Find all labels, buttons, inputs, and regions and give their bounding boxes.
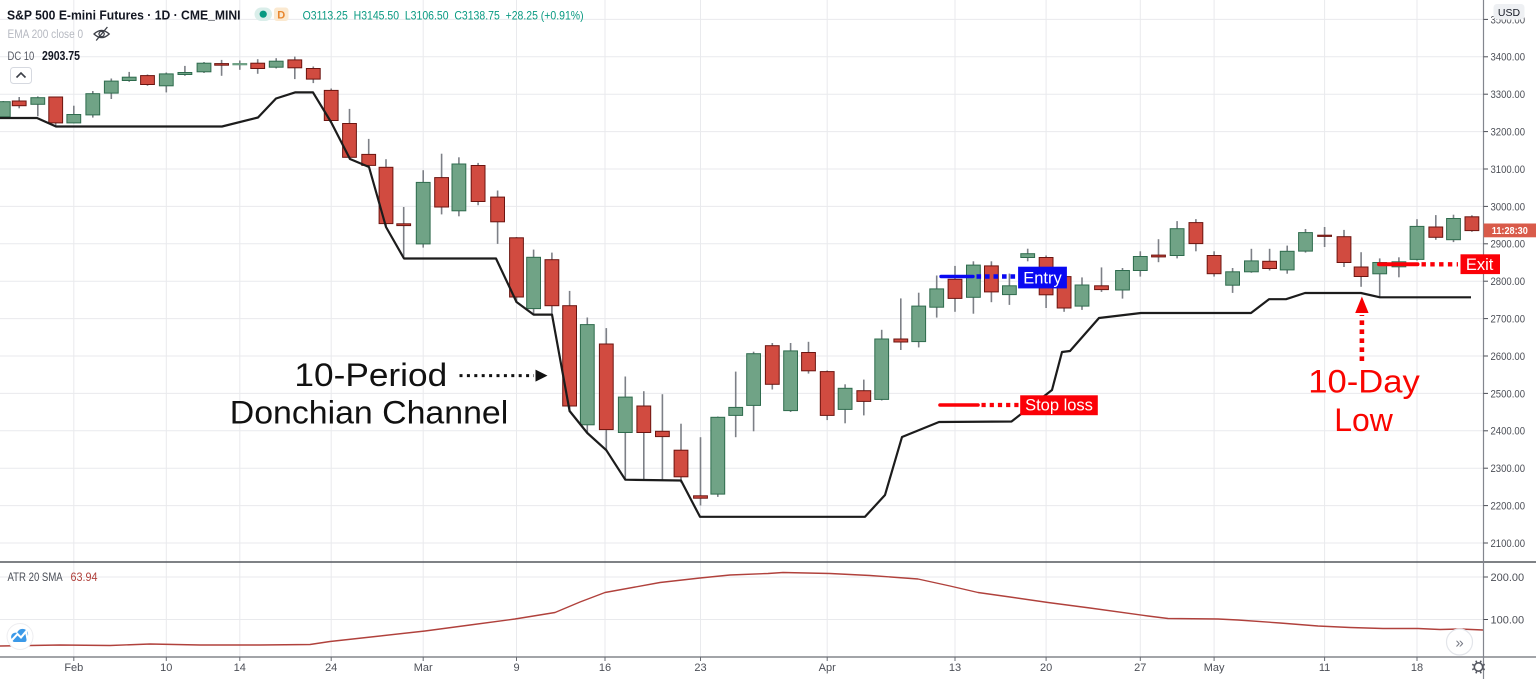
svg-text:O3113.25 H3145.50 L3106.50: O3113.25 H3145.50 L3106.50 C3138.75 +28.… [303,9,584,23]
svg-text:10-Period: 10-Period [294,357,447,393]
svg-text:Apr: Apr [819,662,836,674]
svg-text:11: 11 [1319,662,1330,674]
svg-text:USD: USD [1498,7,1521,19]
svg-text:3000.00: 3000.00 [1491,201,1526,213]
svg-text:10: 10 [160,662,172,674]
svg-text:11:28:30: 11:28:30 [1492,226,1528,237]
svg-text:DC 10: DC 10 [8,51,35,63]
svg-text:Entry: Entry [1023,270,1062,288]
svg-text:20: 20 [1040,662,1052,674]
svg-text:2100.00: 2100.00 [1491,538,1526,550]
svg-text:2800.00: 2800.00 [1491,276,1526,288]
svg-text:Stop loss: Stop loss [1025,397,1093,415]
svg-text:Donchian Channel: Donchian Channel [230,395,509,431]
svg-text:100.00: 100.00 [1491,614,1525,626]
svg-text:3100.00: 3100.00 [1491,164,1526,176]
svg-text:10-Day: 10-Day [1308,363,1420,399]
svg-text:2903.75: 2903.75 [42,49,80,63]
svg-text:Feb: Feb [64,662,83,674]
svg-text:27: 27 [1134,662,1146,674]
svg-text:EMA 200 close 0: EMA 200 close 0 [8,29,84,41]
svg-text:D: D [277,10,285,22]
svg-text:18: 18 [1411,662,1423,674]
svg-text:S&P 500 E-mini Futures · 1D ·: S&P 500 E-mini Futures · 1D · CME_MINI [7,8,241,23]
svg-text:3300.00: 3300.00 [1491,89,1526,101]
svg-text:14: 14 [234,662,246,674]
svg-text:»: » [1455,634,1463,651]
svg-text:Mar: Mar [414,662,433,674]
svg-text:3200.00: 3200.00 [1491,127,1526,139]
svg-text:13: 13 [949,662,961,674]
svg-text:2700.00: 2700.00 [1491,314,1526,326]
svg-text:2400.00: 2400.00 [1491,426,1526,438]
svg-text:2600.00: 2600.00 [1491,351,1526,363]
svg-text:2300.00: 2300.00 [1491,463,1526,475]
svg-text:May: May [1204,662,1225,674]
svg-text:Exit: Exit [1466,256,1494,274]
svg-text:ATR 20 SMA: ATR 20 SMA [8,572,63,584]
svg-text:24: 24 [325,662,337,674]
svg-text:16: 16 [599,662,611,674]
svg-text:9: 9 [513,662,519,674]
svg-text:23: 23 [694,662,706,674]
svg-text:2500.00: 2500.00 [1491,388,1526,400]
svg-text:200.00: 200.00 [1491,572,1525,584]
svg-text:Low: Low [1334,402,1393,438]
svg-text:63.94: 63.94 [71,572,99,584]
svg-text:2900.00: 2900.00 [1491,239,1526,251]
svg-text:3400.00: 3400.00 [1491,52,1526,64]
svg-text:2200.00: 2200.00 [1491,501,1526,513]
